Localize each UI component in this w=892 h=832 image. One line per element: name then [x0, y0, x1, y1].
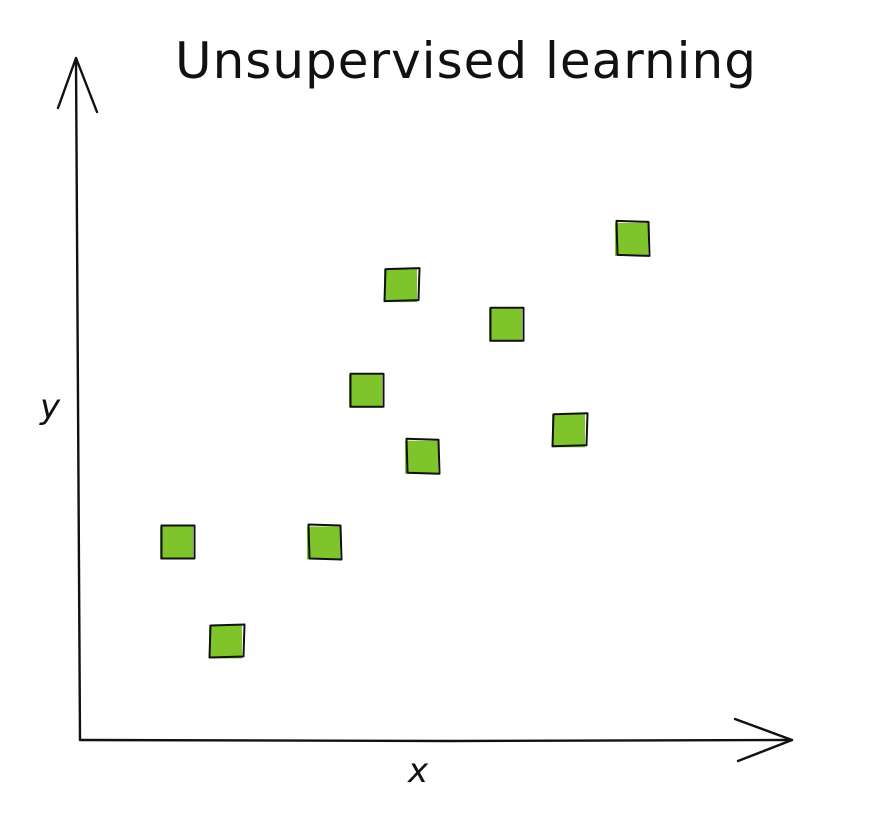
- data-point-fill: [160, 526, 193, 560]
- data-point-outline: [160, 524, 196, 560]
- data-point-1: [160, 524, 196, 560]
- y-axis-arrowhead: [56, 56, 99, 114]
- data-point-6: [405, 437, 441, 475]
- data-point-8: [551, 412, 589, 448]
- y-axis-label: y: [39, 387, 61, 427]
- x-axis-arrowhead: [733, 717, 794, 763]
- y-axis-line: [74, 58, 82, 742]
- data-point-5: [383, 267, 421, 303]
- data-point-fill: [552, 414, 585, 448]
- data-point-outline: [349, 372, 385, 408]
- data-point-fill: [615, 222, 648, 256]
- data-point-fill: [209, 625, 242, 659]
- data-point-outline: [208, 623, 246, 659]
- data-point-outline: [307, 523, 343, 561]
- data-point-outline: [383, 267, 421, 303]
- data-point-outline: [489, 306, 525, 342]
- data-point-7: [489, 306, 525, 342]
- data-point-9: [615, 219, 651, 257]
- data-point-fill: [405, 440, 438, 474]
- data-point-2: [208, 623, 246, 659]
- data-points: [160, 219, 651, 659]
- data-point-outline: [405, 437, 441, 475]
- chart-title: Unsupervised learning: [175, 32, 757, 90]
- data-point-4: [349, 372, 385, 408]
- data-point-outline: [615, 219, 651, 257]
- data-point-fill: [307, 526, 340, 560]
- data-point-fill: [384, 269, 417, 303]
- data-point-outline: [551, 412, 589, 448]
- data-point-fill: [349, 374, 382, 408]
- data-point-3: [307, 523, 343, 561]
- x-axis-line: [78, 738, 794, 743]
- axes: [56, 56, 794, 763]
- data-point-fill: [489, 308, 522, 342]
- x-axis-label: x: [407, 751, 429, 791]
